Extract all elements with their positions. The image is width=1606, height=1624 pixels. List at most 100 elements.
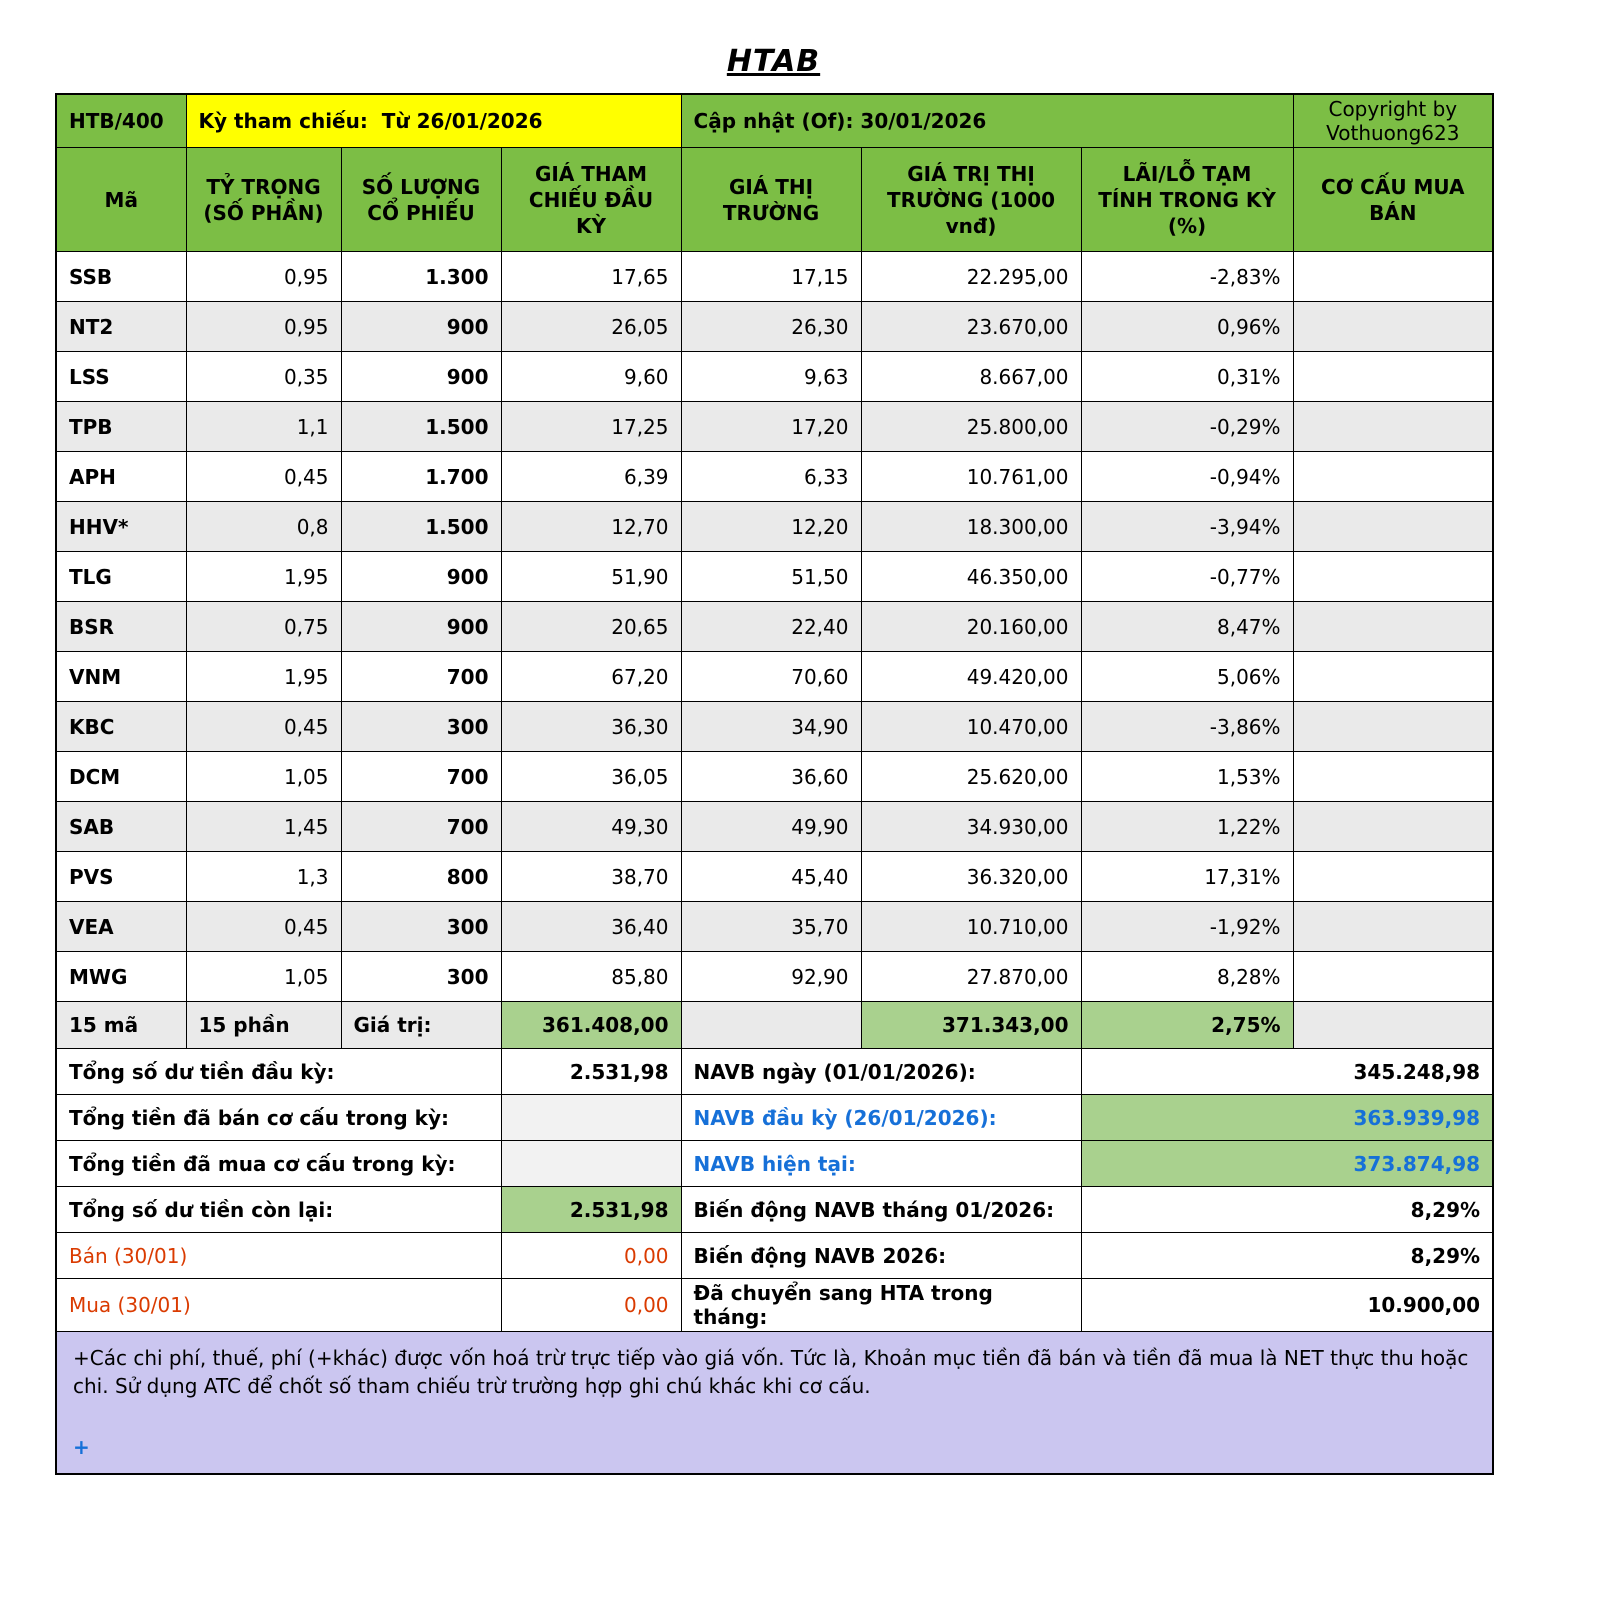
summary-row: Tổng tiền đã mua cơ cấu trong kỳ: NAVB h… (55, 1140, 1494, 1187)
pnl-cell: 8,47% (1080, 601, 1294, 652)
ref-price-cell: 85,80 (500, 951, 682, 1002)
market-value-cell: 18.300,00 (860, 501, 1082, 552)
action-cell (1292, 501, 1494, 552)
pnl-cell: 8,28% (1080, 951, 1294, 1002)
totals-ref-value: 361.408,00 (500, 1001, 682, 1049)
table-row: KBC 0,45 300 36,30 34,90 10.470,00 -3,86… (55, 701, 1494, 752)
table-row: SAB 1,45 700 49,30 49,90 34.930,00 1,22% (55, 801, 1494, 852)
market-value-cell: 27.870,00 (860, 951, 1082, 1002)
summary-right-value: 373.874,98 (1080, 1140, 1494, 1187)
summary-left-label: Tổng số dư tiền đầu kỳ: (55, 1048, 502, 1095)
table-row: BSR 0,75 900 20,65 22,40 20.160,00 8,47% (55, 601, 1494, 652)
summary-left-label: Tổng số dư tiền còn lại: (55, 1186, 502, 1233)
shares-cell: 1.300 (340, 251, 502, 302)
pnl-cell: -0,29% (1080, 401, 1294, 452)
col-header-lai-lo: LÃI/LỖ TẠM TÍNH TRONG KỲ (%) (1080, 147, 1294, 252)
weight-cell: 0,45 (185, 451, 342, 502)
ticker-cell: TLG (55, 551, 187, 602)
footnote-row: +Các chi phí, thuế, phí (+khác) được vốn… (55, 1331, 1494, 1475)
ref-price-cell: 17,25 (500, 401, 682, 452)
col-header-gia-tham-chieu: GIÁ THAM CHIẾU ĐẦU KỲ (500, 147, 682, 252)
action-cell (1292, 551, 1494, 602)
shares-cell: 900 (340, 351, 502, 402)
table-row: PVS 1,3 800 38,70 45,40 36.320,00 17,31% (55, 851, 1494, 902)
market-price-cell: 45,40 (680, 851, 862, 902)
shares-cell: 1.500 (340, 401, 502, 452)
ref-price-cell: 9,60 (500, 351, 682, 402)
weight-cell: 0,75 (185, 601, 342, 652)
table-row: VNM 1,95 700 67,20 70,60 49.420,00 5,06% (55, 651, 1494, 702)
ticker-cell: BSR (55, 601, 187, 652)
ref-price-cell: 38,70 (500, 851, 682, 902)
summary-row: Bán (30/01) 0,00 Biến động NAVB 2026: 8,… (55, 1232, 1494, 1279)
ticker-cell: SSB (55, 251, 187, 302)
action-cell (1292, 451, 1494, 502)
summary-right-value: 363.939,98 (1080, 1094, 1494, 1141)
shares-cell: 1.700 (340, 451, 502, 502)
market-price-cell: 26,30 (680, 301, 862, 352)
summary-left-value: 2.531,98 (500, 1048, 682, 1095)
market-price-cell: 34,90 (680, 701, 862, 752)
table-row: MWG 1,05 300 85,80 92,90 27.870,00 8,28% (55, 951, 1494, 1002)
totals-empty-cell (1292, 1001, 1494, 1049)
shares-cell: 900 (340, 601, 502, 652)
copyright: Copyright by Vothuong623 (1292, 93, 1494, 148)
col-header-gia-thi-truong: GIÁ THỊ TRƯỜNG (680, 147, 862, 252)
market-value-cell: 46.350,00 (860, 551, 1082, 602)
pnl-cell: -2,83% (1080, 251, 1294, 302)
table-row: HHV* 0,8 1.500 12,70 12,20 18.300,00 -3,… (55, 501, 1494, 552)
summary-right-label: NAVB ngày (01/01/2026): (680, 1048, 1082, 1095)
table-row: LSS 0,35 900 9,60 9,63 8.667,00 0,31% (55, 351, 1494, 402)
action-cell (1292, 901, 1494, 952)
summary-right-label: Biến động NAVB 2026: (680, 1232, 1082, 1279)
ref-price-cell: 67,20 (500, 651, 682, 702)
shares-cell: 700 (340, 751, 502, 802)
summary-row: Tổng tiền đã bán cơ cấu trong kỳ: NAVB đ… (55, 1094, 1494, 1141)
summary-left-label: Bán (30/01) (55, 1232, 502, 1279)
totals-market-value: 371.343,00 (860, 1001, 1082, 1049)
summary-row: Tổng số dư tiền còn lại: 2.531,98 Biến đ… (55, 1186, 1494, 1233)
summary-right-value: 10.900,00 (1080, 1278, 1494, 1332)
market-value-cell: 10.761,00 (860, 451, 1082, 502)
market-price-cell: 17,20 (680, 401, 862, 452)
ticker-cell: KBC (55, 701, 187, 752)
action-cell (1292, 651, 1494, 702)
shares-cell: 1.500 (340, 501, 502, 552)
action-cell (1292, 301, 1494, 352)
action-cell (1292, 751, 1494, 802)
plus-marker: + (73, 1434, 90, 1459)
market-price-cell: 70,60 (680, 651, 862, 702)
market-price-cell: 49,90 (680, 801, 862, 852)
ref-price-cell: 36,40 (500, 901, 682, 952)
ref-price-cell: 36,05 (500, 751, 682, 802)
weight-cell: 0,95 (185, 251, 342, 302)
ticker-cell: VNM (55, 651, 187, 702)
pnl-cell: 17,31% (1080, 851, 1294, 902)
summary-right-label: Đã chuyển sang HTA trong tháng: (680, 1278, 1082, 1332)
market-price-cell: 22,40 (680, 601, 862, 652)
summary-right-value: 8,29% (1080, 1186, 1494, 1233)
action-cell (1292, 701, 1494, 752)
weight-cell: 0,35 (185, 351, 342, 402)
ticker-cell: DCM (55, 751, 187, 802)
page-title: HTAB (726, 44, 821, 79)
ref-price-cell: 20,65 (500, 601, 682, 652)
table-row: APH 0,45 1.700 6,39 6,33 10.761,00 -0,94… (55, 451, 1494, 502)
market-value-cell: 49.420,00 (860, 651, 1082, 702)
weight-cell: 0,95 (185, 301, 342, 352)
totals-pnl: 2,75% (1080, 1001, 1294, 1049)
summary-left-value (500, 1094, 682, 1141)
pnl-cell: 5,06% (1080, 651, 1294, 702)
pnl-cell: -0,77% (1080, 551, 1294, 602)
table-row: NT2 0,95 900 26,05 26,30 23.670,00 0,96% (55, 301, 1494, 352)
ticker-cell: HHV* (55, 501, 187, 552)
ref-price-cell: 49,30 (500, 801, 682, 852)
action-cell (1292, 801, 1494, 852)
market-value-cell: 25.800,00 (860, 401, 1082, 452)
action-cell (1292, 851, 1494, 902)
totals-empty-cell (680, 1001, 862, 1049)
summary-right-value: 8,29% (1080, 1232, 1494, 1279)
pnl-cell: 1,53% (1080, 751, 1294, 802)
market-price-cell: 35,70 (680, 901, 862, 952)
market-value-cell: 22.295,00 (860, 251, 1082, 302)
